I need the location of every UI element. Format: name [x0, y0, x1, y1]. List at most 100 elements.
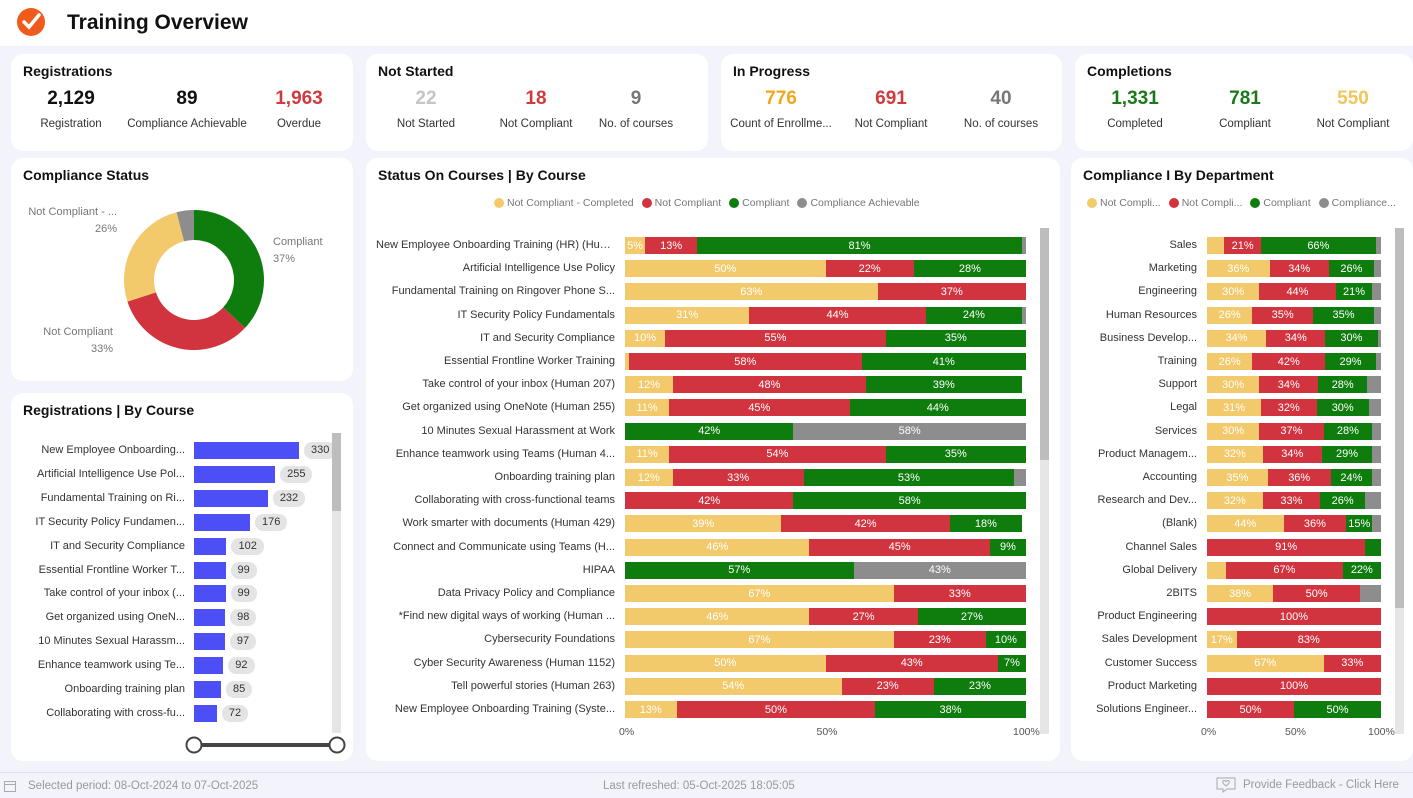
- bar-segment-compliant[interactable]: 30%: [1316, 399, 1369, 417]
- department-scrollbar[interactable]: [1395, 228, 1404, 734]
- bar-segment-not-compliant[interactable]: 37%: [877, 283, 1026, 301]
- bar-segment-compliant[interactable]: 24%: [1330, 469, 1373, 486]
- bar-segment-compliant[interactable]: 23%: [933, 677, 1026, 695]
- stacked-bar[interactable]: 100%: [1207, 677, 1381, 695]
- bar-segment-compliance-achievable[interactable]: [1377, 329, 1381, 347]
- legend-item[interactable]: Not Compliant: [641, 197, 721, 209]
- donut-slice-not-compliant-completed[interactable]: [123, 212, 185, 302]
- bar-segment-compliant[interactable]: 58%: [793, 492, 1026, 510]
- bar-segment-compliance-achievable[interactable]: [1372, 283, 1381, 301]
- stacked-bar[interactable]: 38% 50%: [1207, 585, 1381, 602]
- bar-segment-compliant[interactable]: 21%: [1335, 283, 1373, 301]
- bar-segment-compliant[interactable]: 22%: [1342, 561, 1381, 579]
- legend-item[interactable]: Not Compliant - Completed: [494, 197, 634, 209]
- registration-bar[interactable]: [194, 681, 222, 698]
- stacked-bar[interactable]: 32% 34% 29%: [1207, 445, 1381, 463]
- stacked-bar[interactable]: 42% 58%: [625, 422, 1026, 440]
- bar-segment-not-compliant[interactable]: 45%: [669, 399, 850, 417]
- bar-segment-not-compliant[interactable]: 44%: [1259, 283, 1336, 301]
- registration-bar[interactable]: [194, 633, 225, 651]
- bar-segment-not-compliant-completed[interactable]: 67%: [625, 585, 894, 602]
- bar-segment-compliant[interactable]: 15%: [1346, 515, 1373, 533]
- department-scroll-thumb[interactable]: [1395, 228, 1404, 608]
- bar-segment-not-compliant[interactable]: 50%: [1273, 585, 1361, 602]
- bar-segment-not-compliant[interactable]: 34%: [1269, 260, 1329, 278]
- bar-segment-not-compliant[interactable]: 34%: [1266, 329, 1326, 347]
- bar-segment-not-compliant-completed[interactable]: [625, 353, 629, 370]
- bar-segment-compliance-achievable[interactable]: [1372, 422, 1381, 440]
- stacked-bar[interactable]: 50% 43% 7%: [625, 654, 1026, 672]
- stacked-bar[interactable]: 11% 45% 44%: [625, 399, 1026, 417]
- registration-bar[interactable]: [194, 513, 250, 531]
- bar-segment-compliant[interactable]: 26%: [1328, 260, 1375, 278]
- legend-item[interactable]: Compliance...: [1318, 197, 1396, 209]
- bar-segment-not-compliant[interactable]: 58%: [629, 353, 862, 370]
- stacked-bar[interactable]: 35% 36% 24%: [1207, 469, 1381, 486]
- registrations-scroll-thumb[interactable]: [332, 433, 341, 511]
- bar-segment-not-compliant[interactable]: 48%: [673, 376, 866, 394]
- bar-segment-not-compliant-completed[interactable]: 44%: [1207, 515, 1284, 533]
- stacked-bar[interactable]: 10% 55% 35%: [625, 329, 1026, 347]
- bar-segment-not-compliant-completed[interactable]: 30%: [1207, 376, 1260, 394]
- stacked-bar[interactable]: 50% 22% 28%: [625, 260, 1026, 278]
- stacked-bar[interactable]: 57% 43%: [625, 561, 1026, 579]
- bar-segment-not-compliant[interactable]: 100%: [1207, 677, 1381, 695]
- bar-segment-not-compliant[interactable]: 42%: [1252, 353, 1326, 370]
- stacked-bar[interactable]: 12% 48% 39%: [625, 376, 1026, 394]
- bar-segment-not-compliant-completed[interactable]: 34%: [1207, 329, 1267, 347]
- bar-segment-not-compliant[interactable]: 35%: [1252, 306, 1314, 324]
- bar-segment-compliant[interactable]: 9%: [989, 538, 1026, 556]
- bar-segment-not-compliant[interactable]: 45%: [809, 538, 990, 556]
- bar-segment-compliant[interactable]: 66%: [1260, 237, 1376, 254]
- bar-segment-compliance-achievable[interactable]: 43%: [853, 561, 1026, 579]
- bar-segment-not-compliant-completed[interactable]: 63%: [625, 283, 878, 301]
- bar-segment-not-compliant[interactable]: 100%: [1207, 608, 1381, 626]
- bar-segment-not-compliant[interactable]: 36%: [1267, 469, 1331, 486]
- bar-segment-not-compliant-completed[interactable]: 26%: [1207, 353, 1253, 370]
- stacked-bar[interactable]: 100%: [1207, 608, 1381, 626]
- registration-bar[interactable]: [194, 465, 276, 483]
- bar-segment-not-compliant[interactable]: 43%: [825, 654, 998, 672]
- stacked-bar[interactable]: 17% 83%: [1207, 631, 1381, 649]
- donut-slice-not-compliant[interactable]: [127, 292, 246, 350]
- bar-segment-not-compliant-completed[interactable]: [1207, 237, 1225, 254]
- bar-segment-compliance-achievable[interactable]: [1021, 306, 1026, 324]
- registration-bar[interactable]: [194, 561, 226, 579]
- bar-segment-not-compliant-completed[interactable]: 32%: [1207, 492, 1263, 510]
- bar-segment-not-compliant[interactable]: 23%: [893, 631, 986, 649]
- stacked-bar[interactable]: 54% 23% 23%: [625, 677, 1026, 695]
- bar-segment-compliant[interactable]: 57%: [625, 561, 854, 579]
- registration-bar[interactable]: [194, 442, 299, 459]
- bar-segment-not-compliant-completed[interactable]: 39%: [625, 515, 782, 533]
- bar-segment-not-compliant[interactable]: 36%: [1283, 515, 1347, 533]
- bar-segment-not-compliant[interactable]: 27%: [809, 608, 918, 626]
- stacked-bar[interactable]: 30% 37% 28%: [1207, 422, 1381, 440]
- stacked-bar[interactable]: 5% 13% 81%: [625, 237, 1026, 254]
- stacked-bar[interactable]: 31% 32% 30%: [1207, 399, 1381, 417]
- bar-segment-not-compliant-completed[interactable]: 46%: [625, 608, 810, 626]
- bar-segment-compliance-achievable[interactable]: [1014, 469, 1026, 486]
- registration-bar[interactable]: [194, 609, 226, 627]
- bar-segment-not-compliant-completed[interactable]: 10%: [625, 329, 666, 347]
- stacked-bar[interactable]: 44% 36% 15%: [1207, 515, 1381, 533]
- bar-segment-compliance-achievable[interactable]: [1368, 399, 1381, 417]
- bar-segment-compliant[interactable]: 28%: [913, 260, 1026, 278]
- bar-segment-compliant[interactable]: 53%: [803, 469, 1015, 486]
- stacked-bar[interactable]: 26% 35% 35%: [1207, 306, 1381, 324]
- bar-segment-not-compliant-completed[interactable]: 30%: [1207, 283, 1260, 301]
- stacked-bar[interactable]: 39% 42% 18%: [625, 515, 1026, 533]
- donut-slice-compliance-achievable[interactable]: [176, 210, 194, 242]
- bar-segment-not-compliant-completed[interactable]: 30%: [1207, 422, 1260, 440]
- stacked-bar[interactable]: 46% 27% 27%: [625, 608, 1026, 626]
- bar-segment-not-compliant-completed[interactable]: 31%: [625, 306, 750, 324]
- bar-segment-not-compliant[interactable]: 42%: [781, 515, 950, 533]
- legend-item[interactable]: Compliant: [729, 197, 789, 209]
- bar-segment-compliant[interactable]: 26%: [1320, 492, 1366, 510]
- bar-segment-not-compliant-completed[interactable]: 50%: [625, 260, 826, 278]
- bar-segment-compliance-achievable[interactable]: 58%: [793, 422, 1026, 440]
- registration-bar[interactable]: [194, 585, 226, 603]
- bar-segment-not-compliant[interactable]: 33%: [1323, 654, 1381, 672]
- registration-bar[interactable]: [194, 704, 217, 722]
- bar-segment-not-compliant-completed[interactable]: 31%: [1207, 399, 1261, 417]
- bar-segment-compliant[interactable]: 50%: [1294, 701, 1381, 718]
